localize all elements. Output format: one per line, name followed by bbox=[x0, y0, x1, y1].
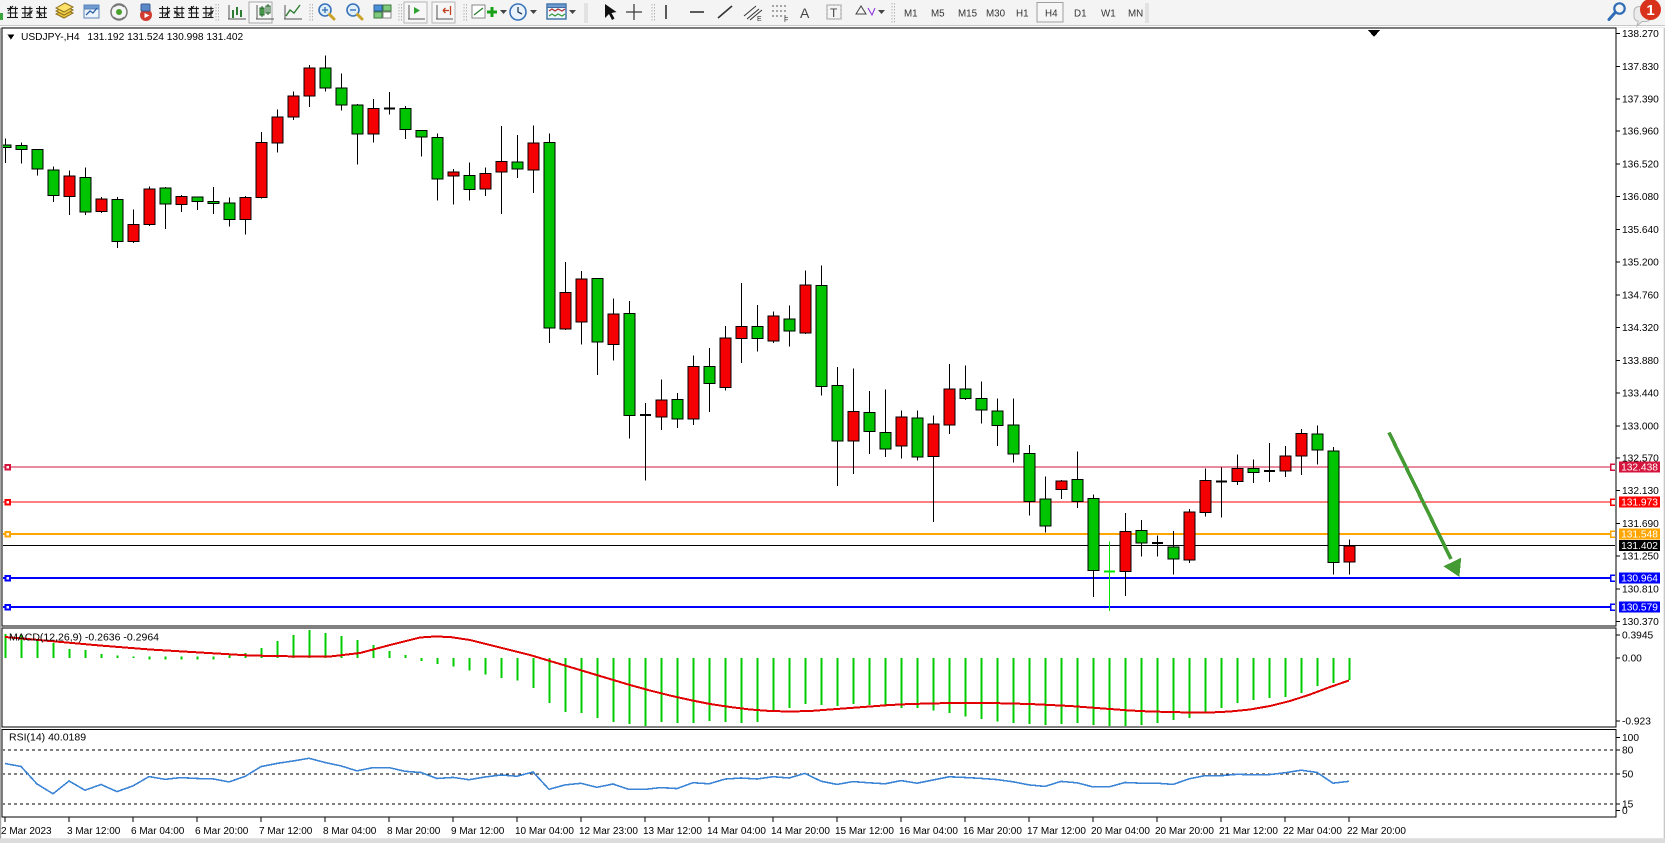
svg-text:22 Mar 20:00: 22 Mar 20:00 bbox=[1347, 826, 1406, 837]
svg-text:M5: M5 bbox=[931, 9, 945, 20]
svg-text:-0.923: -0.923 bbox=[1622, 717, 1651, 728]
svg-text:134.320: 134.320 bbox=[1622, 323, 1659, 334]
svg-text:6 Mar 04:00: 6 Mar 04:00 bbox=[131, 826, 185, 837]
svg-text:138.270: 138.270 bbox=[1622, 29, 1659, 40]
svg-text:132.570: 132.570 bbox=[1622, 453, 1659, 464]
svg-text:137.830: 137.830 bbox=[1622, 62, 1659, 73]
svg-text:9 Mar 12:00: 9 Mar 12:00 bbox=[451, 826, 505, 837]
svg-text:131.548: 131.548 bbox=[1621, 530, 1658, 541]
svg-text:137.390: 137.390 bbox=[1622, 95, 1659, 106]
svg-text:130.579: 130.579 bbox=[1621, 603, 1658, 614]
svg-text:14 Mar 04:00: 14 Mar 04:00 bbox=[707, 826, 766, 837]
svg-text:T: T bbox=[830, 6, 838, 20]
svg-text:132.438: 132.438 bbox=[1621, 463, 1658, 474]
svg-text:A: A bbox=[800, 5, 810, 21]
svg-text:130.370: 130.370 bbox=[1622, 617, 1659, 628]
svg-text:3 Mar 12:00: 3 Mar 12:00 bbox=[67, 826, 121, 837]
svg-text:6 Mar 20:00: 6 Mar 20:00 bbox=[195, 826, 249, 837]
svg-text:132.130: 132.130 bbox=[1622, 486, 1659, 497]
svg-text:50: 50 bbox=[1622, 770, 1634, 781]
svg-text:136.080: 136.080 bbox=[1622, 192, 1659, 203]
svg-text:0.00: 0.00 bbox=[1622, 654, 1642, 665]
svg-text:0: 0 bbox=[1622, 806, 1628, 817]
svg-text:12 Mar 23:00: 12 Mar 23:00 bbox=[579, 826, 638, 837]
svg-text:MN: MN bbox=[1128, 9, 1143, 20]
svg-text:135.200: 135.200 bbox=[1622, 258, 1659, 269]
svg-text:W1: W1 bbox=[1101, 9, 1116, 20]
svg-text:F: F bbox=[784, 17, 788, 24]
svg-text:131.250: 131.250 bbox=[1622, 552, 1659, 563]
svg-text:136.960: 136.960 bbox=[1622, 127, 1659, 138]
svg-text:7 Mar 12:00: 7 Mar 12:00 bbox=[259, 826, 313, 837]
svg-text:21 Mar 12:00: 21 Mar 12:00 bbox=[1219, 826, 1278, 837]
svg-text:133.000: 133.000 bbox=[1622, 421, 1659, 432]
svg-text:2 Mar 2023: 2 Mar 2023 bbox=[1, 826, 52, 837]
svg-text:0.3945: 0.3945 bbox=[1622, 631, 1653, 642]
svg-text:M30: M30 bbox=[986, 9, 1006, 20]
svg-text:MACD(12,26,9) -0.2636 -0.2964: MACD(12,26,9) -0.2636 -0.2964 bbox=[9, 632, 159, 644]
svg-text:1: 1 bbox=[1646, 2, 1654, 19]
svg-text:E: E bbox=[757, 16, 762, 23]
svg-text:134.760: 134.760 bbox=[1622, 290, 1659, 301]
svg-text:130.810: 130.810 bbox=[1622, 584, 1659, 595]
svg-text:16 Mar 20:00: 16 Mar 20:00 bbox=[963, 826, 1022, 837]
svg-text:M15: M15 bbox=[958, 9, 978, 20]
svg-text:8 Mar 04:00: 8 Mar 04:00 bbox=[323, 826, 377, 837]
svg-text:D1: D1 bbox=[1074, 9, 1087, 20]
svg-text:20 Mar 04:00: 20 Mar 04:00 bbox=[1091, 826, 1150, 837]
svg-text:H1: H1 bbox=[1016, 9, 1029, 20]
svg-text:133.440: 133.440 bbox=[1622, 389, 1659, 400]
svg-text:131.690: 131.690 bbox=[1622, 519, 1659, 530]
svg-text:14 Mar 20:00: 14 Mar 20:00 bbox=[771, 826, 830, 837]
svg-text:RSI(14) 40.0189: RSI(14) 40.0189 bbox=[9, 732, 86, 744]
svg-text:131.973: 131.973 bbox=[1621, 498, 1658, 509]
svg-text:100: 100 bbox=[1622, 733, 1639, 744]
svg-text:H4: H4 bbox=[1045, 9, 1058, 20]
svg-text:8 Mar 20:00: 8 Mar 20:00 bbox=[387, 826, 441, 837]
svg-text:20 Mar 20:00: 20 Mar 20:00 bbox=[1155, 826, 1214, 837]
svg-text:131.402: 131.402 bbox=[1621, 541, 1658, 552]
svg-text:M1: M1 bbox=[904, 9, 918, 20]
svg-text:22 Mar 04:00: 22 Mar 04:00 bbox=[1283, 826, 1342, 837]
svg-text:USDJPY-,H4 131.192 131.524 13: USDJPY-,H4 131.192 131.524 130.998 131.4… bbox=[21, 32, 244, 43]
svg-text:135.640: 135.640 bbox=[1622, 225, 1659, 236]
svg-text:13 Mar 12:00: 13 Mar 12:00 bbox=[643, 826, 702, 837]
svg-text:17 Mar 12:00: 17 Mar 12:00 bbox=[1027, 826, 1086, 837]
svg-text:130.964: 130.964 bbox=[1621, 574, 1658, 585]
svg-text:15: 15 bbox=[1622, 800, 1634, 811]
svg-text:15 Mar 12:00: 15 Mar 12:00 bbox=[835, 826, 894, 837]
svg-text:136.520: 136.520 bbox=[1622, 159, 1659, 170]
svg-text:133.880: 133.880 bbox=[1622, 356, 1659, 367]
svg-text:10 Mar 04:00: 10 Mar 04:00 bbox=[515, 826, 574, 837]
svg-text:16 Mar 04:00: 16 Mar 04:00 bbox=[899, 826, 958, 837]
svg-text:80: 80 bbox=[1622, 746, 1634, 757]
